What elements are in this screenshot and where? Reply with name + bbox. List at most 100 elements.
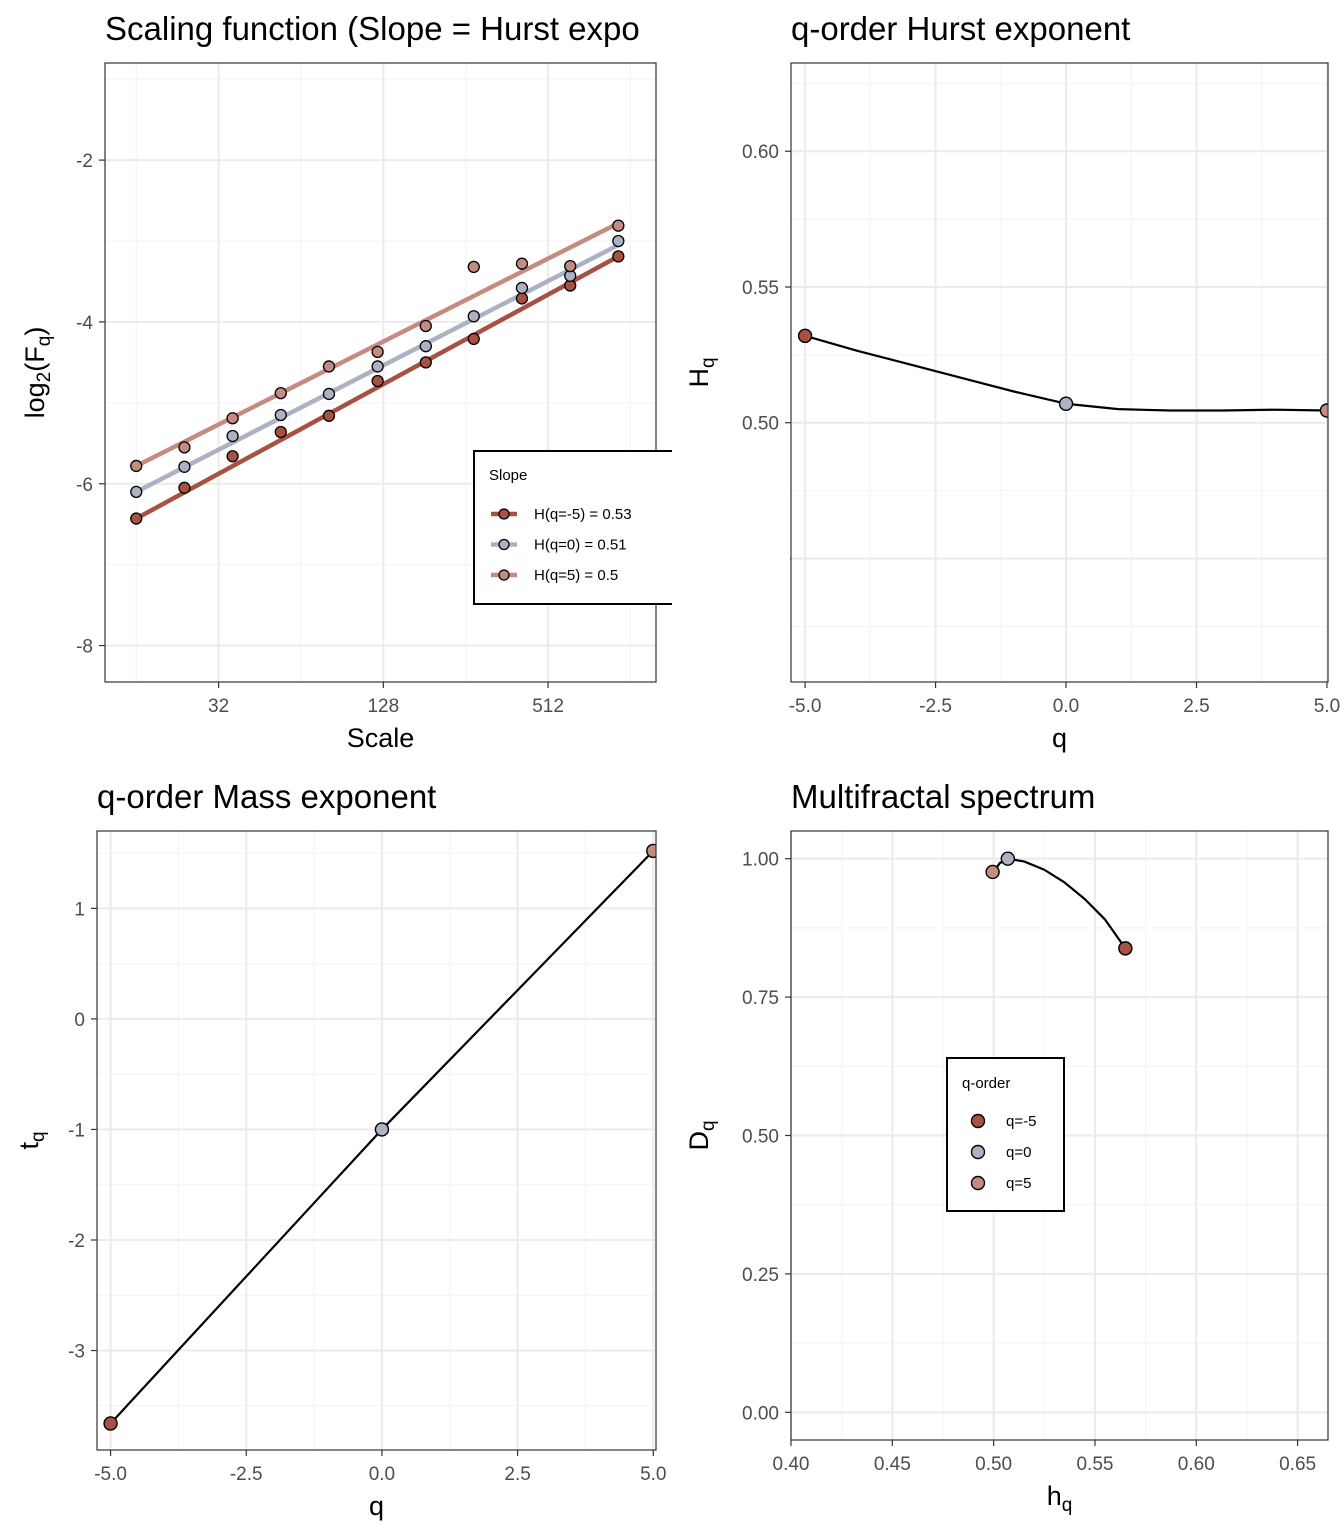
data-point-q_5 xyxy=(1319,403,1328,418)
data-point-q_5 xyxy=(322,360,336,373)
chart-title-scaling: Scaling function (Slope = Hurst expo xyxy=(105,10,640,47)
chart-title-hurst: q-order Hurst exponent xyxy=(791,10,1130,47)
y-tick-label-scaling: -4 xyxy=(76,313,93,334)
panel-border-mass xyxy=(96,830,657,1451)
panel-mass: -5.0 -2.5 0.0 2.5 5.0 -3 -2 -1 0 1 q-order Mass ex… xyxy=(14,778,666,1521)
panel-background-hurst xyxy=(791,63,1328,682)
y-tick-label-spectrum: 1.00 xyxy=(742,850,779,871)
y-axis-title-hurst-base: H xyxy=(684,368,714,388)
legend-box xyxy=(946,1057,1065,1212)
x-tick-label-mass: 0.0 xyxy=(369,1464,395,1485)
legend-slope: Slope H(q=-5) = 0.53 H(q=0) = 0.51 H(q=5) =… xyxy=(473,450,687,605)
data-point-q_neg5 xyxy=(130,512,143,525)
x-tick-label-hurst: 5.0 xyxy=(1314,696,1340,717)
data-point-q_0 xyxy=(178,460,191,473)
y-axis-title-scaling-mid: (F xyxy=(20,346,50,371)
panel-scaling: 32 128 512 -2 -4 -6 -8 Scaling function (Slope … xyxy=(20,10,687,753)
data-point-q_5 xyxy=(178,441,191,454)
data-point-q_neg5 xyxy=(178,481,191,494)
y-tick-label-spectrum: 0.25 xyxy=(742,1265,779,1286)
y-tick-label-hurst: 0.60 xyxy=(742,142,779,163)
data-point-q_neg5 xyxy=(1118,941,1133,956)
x-tick-label-mass: -5.0 xyxy=(94,1464,127,1485)
y-tick-label-mass: 1 xyxy=(74,899,85,920)
legend-key-point-q_5 xyxy=(970,1175,986,1191)
y-tick-label-mass: 0 xyxy=(74,1010,85,1031)
y-axis-title-spectrum-base: D xyxy=(684,1131,714,1151)
legend-q-order: q-order q=-5 q=0 q=5 xyxy=(946,1057,1065,1212)
x-axis-title-mass: q xyxy=(369,1491,384,1521)
legend-label-q_0: q=0 xyxy=(1006,1144,1031,1161)
data-point-q_5 xyxy=(419,319,432,333)
data-point-q_neg5 xyxy=(371,374,384,388)
x-tick-label-spectrum: 0.50 xyxy=(975,1454,1012,1475)
y-tick-label-hurst: 0.55 xyxy=(742,278,779,299)
legend-label-q_5: H(q=5) = 0.5 xyxy=(534,567,618,584)
data-point-q_5 xyxy=(226,412,239,425)
y-axis-title-scaling: log2(Fq) xyxy=(20,327,55,419)
legend-key-point-q_0 xyxy=(970,1144,986,1160)
y-axis-title-hurst: Hq xyxy=(684,357,719,387)
data-point-q_5 xyxy=(564,259,577,273)
y-tick-label-hurst: 0.50 xyxy=(742,414,779,435)
x-tick-label-hurst: 2.5 xyxy=(1183,696,1209,717)
legend-title: Slope xyxy=(489,467,527,484)
y-tick-label-spectrum: 0.00 xyxy=(742,1403,779,1424)
data-layer-hurst xyxy=(797,328,1328,418)
data-point-q_0 xyxy=(371,360,384,373)
x-tick-label-spectrum: 0.45 xyxy=(874,1454,911,1475)
panel-border-hurst xyxy=(790,62,1329,683)
data-layer-spectrum xyxy=(985,851,1133,956)
x-tick-label-scaling: 128 xyxy=(367,696,399,717)
y-tick-label-mass: -3 xyxy=(68,1342,85,1363)
data-point-q_neg5 xyxy=(322,409,336,422)
data-point-q_0 xyxy=(467,310,480,323)
data-point-q_0 xyxy=(322,387,336,401)
fit-line-q_neg5 xyxy=(135,254,620,521)
legend-key-point-q_0 xyxy=(498,538,510,551)
legend-title: q-order xyxy=(962,1075,1010,1092)
x-axis-title-spectrum-sub: q xyxy=(1062,1495,1073,1516)
data-point-q_neg5 xyxy=(797,328,813,344)
data-point-q_neg5 xyxy=(467,332,480,346)
y-axis-title-scaling-base: log xyxy=(20,382,50,418)
data-point-q_5 xyxy=(612,219,625,232)
legend-key-point-q_neg5 xyxy=(970,1113,986,1129)
data-point-q_0 xyxy=(1058,396,1074,411)
x-axis-title-scaling: Scale xyxy=(347,723,415,753)
data-layer-mass xyxy=(103,843,656,1431)
y-tick-label-scaling: -2 xyxy=(76,151,93,172)
x-axis-title-spectrum-base: h xyxy=(1047,1481,1062,1511)
data-layer-scaling xyxy=(130,219,625,525)
legend-box xyxy=(473,450,687,605)
legend-label-q_neg5: H(q=-5) = 0.53 xyxy=(534,506,632,523)
x-tick-label-spectrum: 0.60 xyxy=(1178,1454,1215,1475)
x-tick-label-hurst: -2.5 xyxy=(919,696,952,717)
data-point-q_5 xyxy=(985,864,1000,880)
data-point-q_neg5 xyxy=(274,425,287,439)
data-point-q_5 xyxy=(646,843,656,859)
legend-overflow-mask xyxy=(672,440,790,620)
data-point-q_0 xyxy=(419,340,432,353)
panel-background-mass xyxy=(97,831,656,1450)
x-tick-label-spectrum: 0.65 xyxy=(1279,1454,1316,1475)
chart-title-mass: q-order Mass exponent xyxy=(97,778,436,815)
y-axis-title-hurst-sub: q xyxy=(698,357,719,368)
y-axis-title-spectrum: Dq xyxy=(684,1120,719,1150)
data-point-q_neg5 xyxy=(226,450,239,463)
data-point-q_0 xyxy=(612,234,625,248)
x-axis-title-spectrum: hq xyxy=(1047,1481,1073,1516)
x-tick-label-scaling: 32 xyxy=(208,696,229,717)
y-tick-label-spectrum: 0.75 xyxy=(742,988,779,1009)
legend-label-q_5: q=5 xyxy=(1006,1175,1031,1192)
data-point-q_5 xyxy=(515,257,529,270)
data-point-q_5 xyxy=(467,260,480,274)
data-point-q_0 xyxy=(1000,851,1016,866)
y-axis-title-scaling-end: ) xyxy=(20,327,50,336)
data-point-q_neg5 xyxy=(515,292,529,305)
legend-key-point-q_neg5 xyxy=(498,508,510,520)
y-tick-label-mass: -1 xyxy=(68,1120,85,1141)
x-tick-label-mass: 5.0 xyxy=(640,1464,666,1485)
y-tick-label-scaling: -6 xyxy=(76,475,93,496)
data-point-q_0 xyxy=(515,281,529,295)
